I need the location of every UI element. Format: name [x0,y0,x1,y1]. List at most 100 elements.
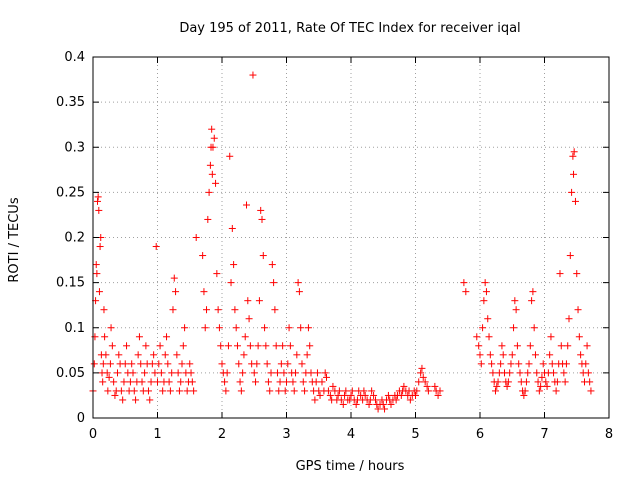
data-point [214,306,222,314]
axis-ticks: 0 1 2 3 4 5 6 7 8 0 0.05 0.1 0.15 0.2 0.25 0.3 0.35 0.4 [56,50,613,442]
data-point [397,391,405,399]
data-point [119,396,127,404]
data-point [208,170,216,178]
data-point [159,387,167,395]
data-point [418,364,426,372]
data-point [522,378,530,386]
data-point [424,387,432,395]
data-point [213,270,221,278]
data-point [231,306,239,314]
data-point [326,391,334,399]
data-point [503,382,511,390]
data-point [161,351,169,359]
data-point [290,387,298,395]
data-point [473,333,481,341]
data-point [535,387,543,395]
data-point [575,333,583,341]
data-point [348,387,356,395]
data-point [372,396,380,404]
data-point [481,279,489,287]
data-point [104,387,112,395]
data-point [150,351,158,359]
data-point [321,369,329,377]
data-point [521,387,529,395]
data-point [285,324,293,332]
data-point [128,360,136,368]
data-point [163,333,171,341]
data-point [170,274,178,282]
data-point [506,369,514,377]
data-point [513,342,521,350]
data-point [316,391,324,399]
data-point [209,143,217,151]
data-point [243,201,251,209]
data-point [188,378,196,386]
data-point [151,369,159,377]
data-point [520,391,528,399]
data-point [105,373,113,381]
data-point [415,378,423,386]
data-point [582,360,590,368]
data-point [236,378,244,386]
data-point [96,243,104,251]
y-tick-label: 0.3 [64,140,85,155]
data-point [121,360,129,368]
data-point [574,306,582,314]
data-point [556,270,564,278]
data-point [557,342,565,350]
data-point [240,351,248,359]
data-point [436,387,444,395]
data-point [142,342,150,350]
data-point [190,387,198,395]
x-tick-label: 2 [218,427,226,442]
data-point [324,387,332,395]
data-point [322,373,330,381]
data-point [329,382,337,390]
data-point [499,351,507,359]
data-point [303,351,311,359]
data-point [129,369,137,377]
data-point [204,215,212,223]
data-point [515,360,523,368]
y-tick-label: 0.05 [56,366,85,381]
x-tick-label: 6 [476,427,484,442]
data-point [281,387,289,395]
data-point [562,360,570,368]
data-point [108,342,116,350]
data-point [586,378,594,386]
data-point [493,382,501,390]
data-point [110,378,118,386]
data-point [479,324,487,332]
x-axis-title: GPS time / hours [296,459,405,474]
data-point [168,369,176,377]
data-point [347,391,355,399]
data-point [571,197,579,205]
data-point [413,387,421,395]
data-point [475,342,483,350]
data-point [255,297,263,305]
data-point [138,378,146,386]
data-point [387,400,395,408]
data-point [352,400,360,408]
data-point [417,369,425,377]
data-point [253,360,261,368]
data-point [476,351,484,359]
data-point [227,279,235,287]
data-point [342,387,350,395]
data-point [277,360,285,368]
data-point [114,369,122,377]
data-point [179,342,187,350]
data-point [462,288,470,296]
data-point [224,342,232,350]
data-point [262,342,270,350]
data-point [267,369,275,377]
x-tick-label: 4 [347,427,355,442]
data-point [270,279,278,287]
data-point [155,360,163,368]
data-point [566,252,574,260]
data-point [485,333,493,341]
data-point [294,279,302,287]
data-point [132,396,140,404]
data-point [491,387,499,395]
